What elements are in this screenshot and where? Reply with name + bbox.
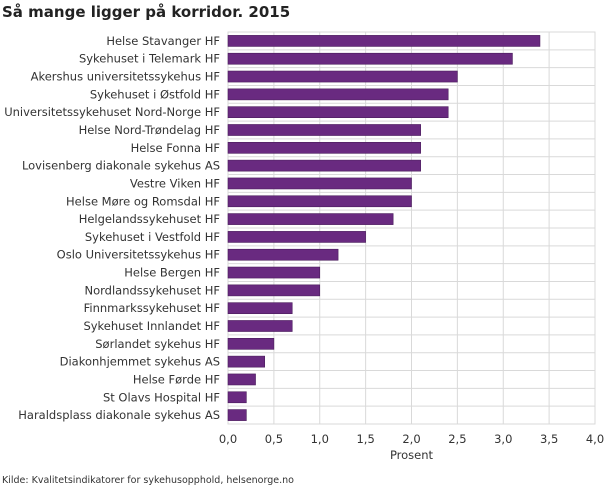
bar xyxy=(227,266,321,279)
category-label: Nordlandssykehuset HF xyxy=(85,283,220,297)
bar xyxy=(227,88,449,101)
bar xyxy=(227,141,421,154)
bar xyxy=(227,320,293,332)
bar xyxy=(227,248,339,261)
x-tick-label: 2,0 xyxy=(402,432,420,446)
x-tick-label: 1,5 xyxy=(356,432,374,446)
category-label: Helgelandssykehuset HF xyxy=(79,212,220,226)
category-label: Sykehuset Innlandet HF xyxy=(83,319,220,333)
category-label: Finnmarkssykehuset HF xyxy=(84,301,220,315)
category-label: Helse Bergen HF xyxy=(124,266,220,280)
category-label: Sørlandet sykehus HF xyxy=(95,337,220,351)
category-label: Vestre Viken HF xyxy=(130,176,220,190)
x-tick-label: 4,0 xyxy=(586,432,604,446)
category-label: Helse Stavanger HF xyxy=(106,34,220,48)
bar xyxy=(227,159,421,172)
bar xyxy=(227,35,541,47)
category-label: Helse Fonna HF xyxy=(131,141,220,155)
category-label: St Olavs Hospital HF xyxy=(103,390,220,404)
bar xyxy=(227,52,513,65)
x-tick-label: 0,0 xyxy=(219,432,237,446)
x-tick-label: 3,5 xyxy=(540,432,558,446)
x-tick-label: 2,5 xyxy=(448,432,466,446)
bar xyxy=(227,70,458,83)
bar xyxy=(227,373,256,386)
category-label: Helse Nord-Trøndelag HF xyxy=(79,123,220,137)
bar xyxy=(227,284,321,297)
bar xyxy=(227,195,412,208)
category-label: Akershus universitetssykehus HF xyxy=(31,70,220,84)
bar xyxy=(227,337,275,350)
x-tick-label: 1,0 xyxy=(311,432,329,446)
bar xyxy=(227,177,412,190)
category-label: Sykehuset i Østfold HF xyxy=(90,87,220,101)
bar xyxy=(227,302,293,315)
category-label: Helse Førde HF xyxy=(133,372,220,386)
category-label: Oslo Universitetssykehus HF xyxy=(57,248,220,262)
category-label: Helse Møre og Romsdal HF xyxy=(66,194,220,208)
bar xyxy=(227,409,247,421)
chart-title: Så mange ligger på korridor. 2015 xyxy=(2,3,291,21)
bar xyxy=(227,106,449,119)
x-tick-label: 3,0 xyxy=(494,432,512,446)
x-tick-label: 0,5 xyxy=(265,432,283,446)
bar xyxy=(227,213,394,225)
category-label: Lovisenberg diakonale sykehus AS xyxy=(22,159,220,173)
bar xyxy=(227,391,247,404)
category-label: Universitetssykehuset Nord-Norge HF xyxy=(4,105,220,119)
category-label: Haraldsplass diakonale sykehus AS xyxy=(18,408,220,422)
category-label: Sykehuset i Telemark HF xyxy=(79,52,220,66)
category-label: Sykehuset i Vestfold HF xyxy=(85,230,220,244)
x-axis-label: Prosent xyxy=(390,448,434,462)
bar xyxy=(227,355,266,368)
bar xyxy=(227,231,366,243)
chart-source: Kilde: Kvalitetsindikatorer for sykehuso… xyxy=(2,475,294,486)
bar xyxy=(227,124,421,136)
category-label: Diakonhjemmet sykehus AS xyxy=(60,355,220,369)
